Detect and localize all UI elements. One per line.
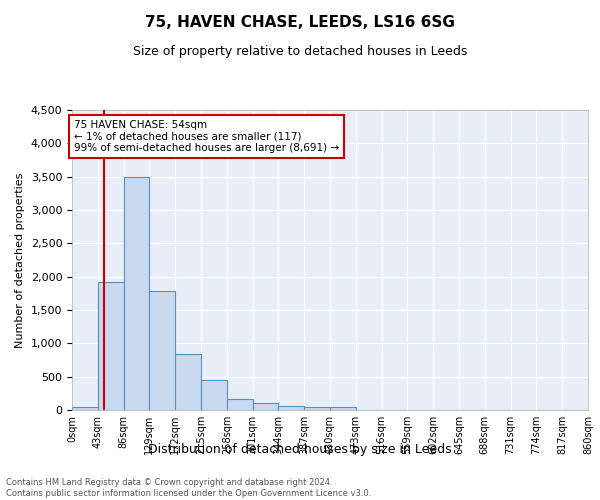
Bar <box>330 406 356 410</box>
Bar <box>304 406 330 410</box>
Bar <box>227 398 253 410</box>
Text: Contains HM Land Registry data © Crown copyright and database right 2024.
Contai: Contains HM Land Registry data © Crown c… <box>6 478 371 498</box>
Bar <box>278 406 304 410</box>
Text: Size of property relative to detached houses in Leeds: Size of property relative to detached ho… <box>133 45 467 58</box>
Bar <box>72 406 98 410</box>
Bar <box>253 404 278 410</box>
Y-axis label: Number of detached properties: Number of detached properties <box>15 172 25 348</box>
Bar <box>175 354 201 410</box>
Bar <box>149 292 175 410</box>
Text: 75 HAVEN CHASE: 54sqm
← 1% of detached houses are smaller (117)
99% of semi-deta: 75 HAVEN CHASE: 54sqm ← 1% of detached h… <box>74 120 339 153</box>
Text: 75, HAVEN CHASE, LEEDS, LS16 6SG: 75, HAVEN CHASE, LEEDS, LS16 6SG <box>145 15 455 30</box>
Bar <box>201 380 227 410</box>
Text: Distribution of detached houses by size in Leeds: Distribution of detached houses by size … <box>148 442 452 456</box>
Bar <box>124 176 149 410</box>
Bar <box>98 282 124 410</box>
